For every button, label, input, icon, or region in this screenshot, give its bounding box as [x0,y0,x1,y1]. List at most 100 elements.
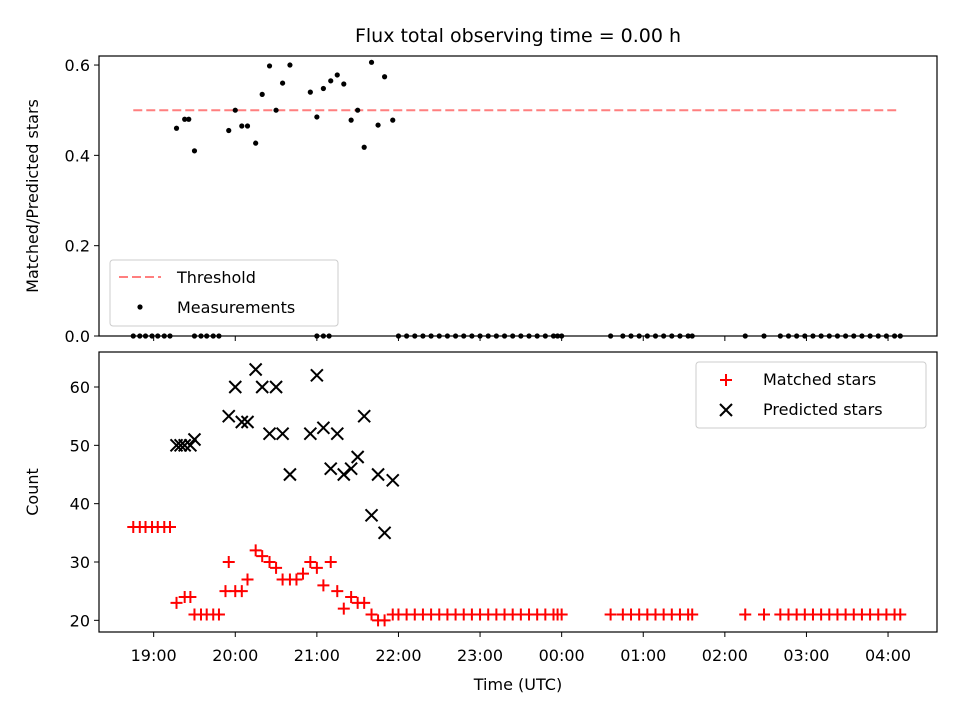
x-tick-label: 21:00 [294,646,340,665]
x-tick-label: 19:00 [131,646,177,665]
matched-star-point [163,521,176,533]
matched-star-point [555,608,568,621]
predicted-star-point [235,415,249,429]
top-y-tick-label: 0.6 [65,56,90,75]
matched-star-point [263,556,276,568]
top-legend: Threshold Measurements [109,259,339,327]
predicted-star-point [386,473,400,488]
legend-measurements-swatch [137,304,143,310]
matched-star-point [337,602,350,615]
matched-star-point [310,561,323,574]
matched-star-point [270,561,283,574]
x-tick-label: 04:00 [865,646,911,665]
matched-star-point [604,608,617,621]
measurement-point [328,78,334,84]
bottom-x-ticks: 19:00 20:00 21:00 22:00 23:00 00:00 01:00 02:00… [131,632,911,665]
measurement-point [307,89,313,95]
matched-star-point [241,573,254,586]
matched-star-point [345,591,358,603]
measurement-point [348,117,354,123]
predicted-star-point [357,409,371,423]
matched-star-point [170,596,183,609]
matched-star-point [365,608,378,621]
chart-title: Flux total observing time = 0.00 h [355,25,681,47]
bottom-y-tick-label: 30 [70,553,90,572]
predicted-star-point [240,415,255,429]
x-tick-label: 22:00 [375,646,421,665]
x-tick-label: 20:00 [212,646,258,665]
bottom-y-tick-label: 60 [70,378,90,397]
predicted-star-point [283,467,297,482]
x-tick-label: 02:00 [702,646,748,665]
measurement-point [375,122,381,128]
predicted-star-point [222,409,236,423]
legend-predicted-swatch [719,403,733,417]
measurement-point [355,107,361,113]
measurement-point [320,85,326,92]
matched-star-point [212,608,225,621]
measurement-point [232,107,238,113]
top-plot-marks [130,59,903,339]
matched-star-point [686,608,699,621]
legend-predicted-label: Predicted stars [763,400,883,419]
x-tick-label: 23:00 [457,646,503,665]
predicted-star-point [262,426,277,441]
top-y-ticks: 0.0 0.2 0.4 0.6 [65,56,99,346]
predicted-star-point [350,450,365,464]
matched-star-point [758,608,771,621]
top-axes-frame [98,55,938,337]
matched-star-point [235,585,248,598]
measurement-point [253,140,259,146]
matched-star-point [304,556,317,568]
measurement-point [266,63,273,69]
predicted-star-point [316,421,331,435]
predicted-star-point [183,438,198,453]
matched-star-point [222,556,235,568]
bottom-y-tick-label: 50 [70,436,90,455]
matched-star-point [739,608,752,621]
bottom-panel: 20 30 40 50 60 19:00 20:00 21:00 22:00 23:00 00:0… [23,351,938,694]
predicted-star-point [187,432,202,447]
measurement-point [182,116,188,122]
predicted-star-point [255,380,269,394]
matched-star-point [249,544,262,557]
predicted-star-point [228,380,242,394]
x-tick-label: 00:00 [539,646,585,665]
matched-star-point [317,579,330,592]
x-axis-label: Time (UTC) [473,675,562,694]
top-x-ticks [153,336,889,341]
matched-star-point [296,567,309,580]
predicted-star-point [324,461,338,476]
bottom-axes-frame [98,351,938,633]
legend-matched-label: Matched stars [763,370,876,389]
measurement-point [361,144,367,150]
top-y-tick-label: 0.0 [65,327,90,346]
predicted-star-point [303,426,318,441]
predicted-star-point [248,362,263,377]
measurement-point [244,123,251,129]
predicted-star-point [275,426,290,441]
predicted-star-point [177,438,192,453]
bottom-legend: Matched stars Predicted stars [695,361,927,429]
predicted-star-point [364,508,379,523]
measurement-point [173,125,180,131]
legend-measurements-label: Measurements [177,298,295,317]
matched-star-point [184,591,197,603]
predicted-star-point [371,467,385,482]
measurement-point [273,107,279,113]
predicted-star-point [330,426,344,441]
matched-star-point [324,556,337,568]
measurement-point [279,80,286,86]
matched-star-point [290,573,303,586]
bottom-y-ticks: 20 30 40 50 60 [70,378,99,630]
bottom-y-tick-label: 20 [70,611,90,630]
measurement-point [381,74,388,80]
measurement-point [390,117,396,123]
x-tick-label: 03:00 [783,646,829,665]
predicted-star-point [310,368,324,383]
measurement-point [259,91,265,97]
matched-star-point [256,550,269,563]
predicted-star-point [173,438,188,453]
measurement-point [341,81,347,87]
